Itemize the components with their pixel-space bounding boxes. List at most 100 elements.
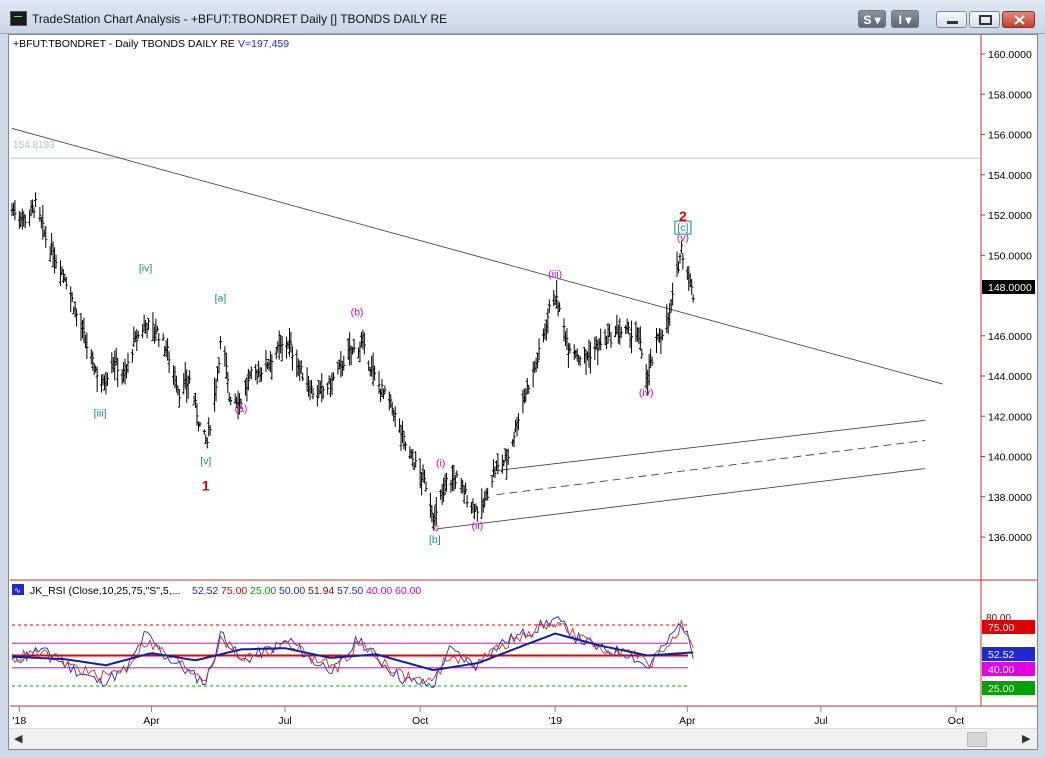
price-bar (166, 338, 170, 361)
scrollbar-thumb[interactable] (967, 732, 987, 747)
price-bar (547, 299, 551, 313)
price-bar (195, 403, 199, 426)
price-bar (362, 332, 366, 355)
wave-label-box (674, 220, 692, 235)
wave-label[interactable]: (a) (235, 403, 248, 415)
indicator-icon[interactable] (12, 584, 24, 595)
wave-label[interactable]: (i) (436, 458, 445, 470)
price-bar (434, 496, 438, 526)
price-bar (671, 282, 675, 306)
price-bar (596, 339, 600, 366)
scroll-right-icon[interactable]: ▶ (1022, 733, 1031, 745)
s-menu-button[interactable]: S ▾ (858, 10, 886, 28)
wave-label[interactable]: [iii] (94, 407, 107, 419)
indicator-icon-glyph: ∿ (14, 586, 21, 595)
price-bar (546, 308, 550, 334)
price-bar (64, 276, 68, 290)
price-bar (690, 278, 694, 295)
scroll-left-icon[interactable]: ◀ (14, 733, 23, 745)
trendline-1[interactable] (11, 128, 943, 385)
time-tick-label: Oct (948, 715, 964, 727)
price-bar (280, 336, 284, 362)
wave-label[interactable]: [b] (429, 534, 441, 546)
price-bar (264, 349, 268, 373)
i-menu-button[interactable]: I ▾ (891, 10, 919, 28)
price-bar (239, 398, 243, 409)
price-bar (188, 370, 192, 384)
price-panel-header: +BFUT:TBONDRET - Daily TBONDS DAILY RE (13, 38, 235, 50)
wave-label[interactable]: [iv] (139, 262, 153, 274)
trendline-4[interactable] (436, 468, 926, 530)
price-bar (116, 358, 120, 388)
time-tick-label: '18 (12, 715, 26, 727)
minimize-button[interactable] (936, 11, 967, 28)
price-bar (537, 338, 541, 361)
rsi-header-value: 40.00 (366, 585, 392, 597)
price-bar (105, 372, 109, 386)
price-bar (578, 356, 582, 367)
price-bar (630, 320, 634, 354)
price-bar (214, 378, 218, 402)
wave-label[interactable]: [a] (215, 293, 227, 305)
price-bar (177, 389, 181, 408)
price-bar (455, 470, 459, 478)
horizontal-scrollbar[interactable]: ◀ ▶ (9, 728, 1037, 749)
rsi-axis-badge (982, 681, 1035, 695)
close-button[interactable] (1002, 11, 1035, 28)
time-tick-label: Apr (143, 715, 160, 727)
price-bar (311, 387, 315, 400)
trendline-2[interactable] (496, 419, 926, 472)
price-bar (464, 482, 468, 494)
hline-value-label: 154.8193 (13, 140, 55, 151)
price-tick-label: 152.0000 (988, 210, 1032, 222)
rsi-axis-badge-label: 52.52 (988, 649, 1014, 661)
price-bar (668, 302, 672, 326)
price-bar (403, 441, 407, 451)
price-bar (424, 481, 428, 492)
wave-label[interactable]: [c] (677, 222, 688, 234)
price-bar (660, 329, 664, 341)
price-bar (599, 328, 603, 351)
wave-label[interactable]: 2 (679, 208, 687, 224)
price-bar (352, 338, 356, 353)
wave-label[interactable]: 1 (202, 478, 210, 494)
volume-readout: V=197,459 (238, 38, 289, 50)
minimize-icon (937, 12, 966, 27)
wave-label[interactable]: [v] (200, 456, 211, 468)
maximize-button[interactable] (969, 11, 1000, 28)
price-bar (558, 302, 562, 312)
wave-label[interactable]: (iv) (639, 387, 654, 399)
time-tick-label: Oct (412, 715, 428, 727)
price-bar (218, 336, 222, 350)
price-bar (390, 402, 394, 416)
rsi-axis-badge-label: 25.00 (988, 683, 1014, 695)
price-bar (217, 357, 221, 374)
price-bar (260, 367, 264, 382)
price-tick-label: 138.0000 (988, 492, 1032, 504)
window-titlebar: TradeStation Chart Analysis - +BFUT:TBON… (0, 0, 1045, 34)
price-bar (588, 341, 592, 374)
wave-label[interactable]: (iii) (548, 268, 562, 280)
wave-label[interactable]: (v) (677, 232, 689, 244)
price-bar (493, 466, 497, 479)
price-bar (691, 294, 695, 303)
price-bar (70, 292, 74, 303)
price-bar (486, 487, 490, 501)
price-bar (75, 309, 79, 327)
wave-label[interactable]: (ii) (472, 520, 484, 532)
price-bar (41, 205, 45, 240)
price-bar (506, 448, 510, 465)
price-bar (453, 475, 457, 489)
rsi-header-value: 57.50 (337, 585, 363, 597)
trendline-3[interactable] (496, 439, 926, 496)
price-tick-label: 142.0000 (988, 411, 1032, 423)
price-bar (332, 372, 336, 381)
price-bar (157, 333, 161, 348)
price-bar (342, 355, 346, 371)
wave-label[interactable]: (b) (351, 307, 364, 319)
rsi-header-value: 60.00 (395, 585, 421, 597)
price-bar (321, 386, 325, 400)
price-bar (246, 368, 250, 391)
wave-label[interactable]: c (434, 522, 439, 534)
